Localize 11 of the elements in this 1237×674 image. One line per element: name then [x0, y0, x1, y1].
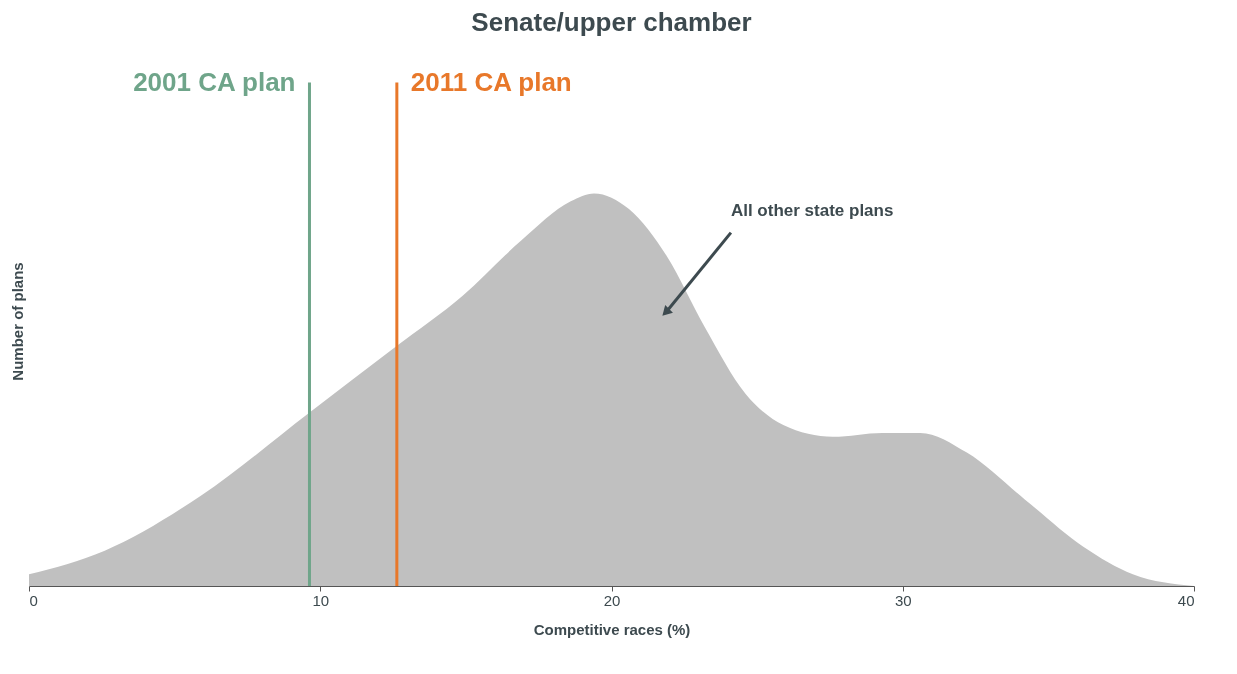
chart-title: Senate/upper chamber	[471, 7, 752, 37]
ref-line-label: 2011 CA plan	[410, 66, 572, 97]
x-tick-label: 40	[1177, 591, 1195, 609]
x-tick-label: 10	[312, 591, 330, 609]
x-tick-label: 30	[894, 591, 912, 609]
x-tick-label: 0	[29, 591, 38, 609]
ref-line-label: 2001 CA plan	[133, 66, 296, 97]
x-axis-title: Competitive races (%)	[533, 620, 691, 638]
annotation: All other state plans	[730, 200, 894, 220]
x-tick-label: 20	[603, 591, 621, 609]
y-axis-title: Number of plans	[8, 262, 26, 381]
